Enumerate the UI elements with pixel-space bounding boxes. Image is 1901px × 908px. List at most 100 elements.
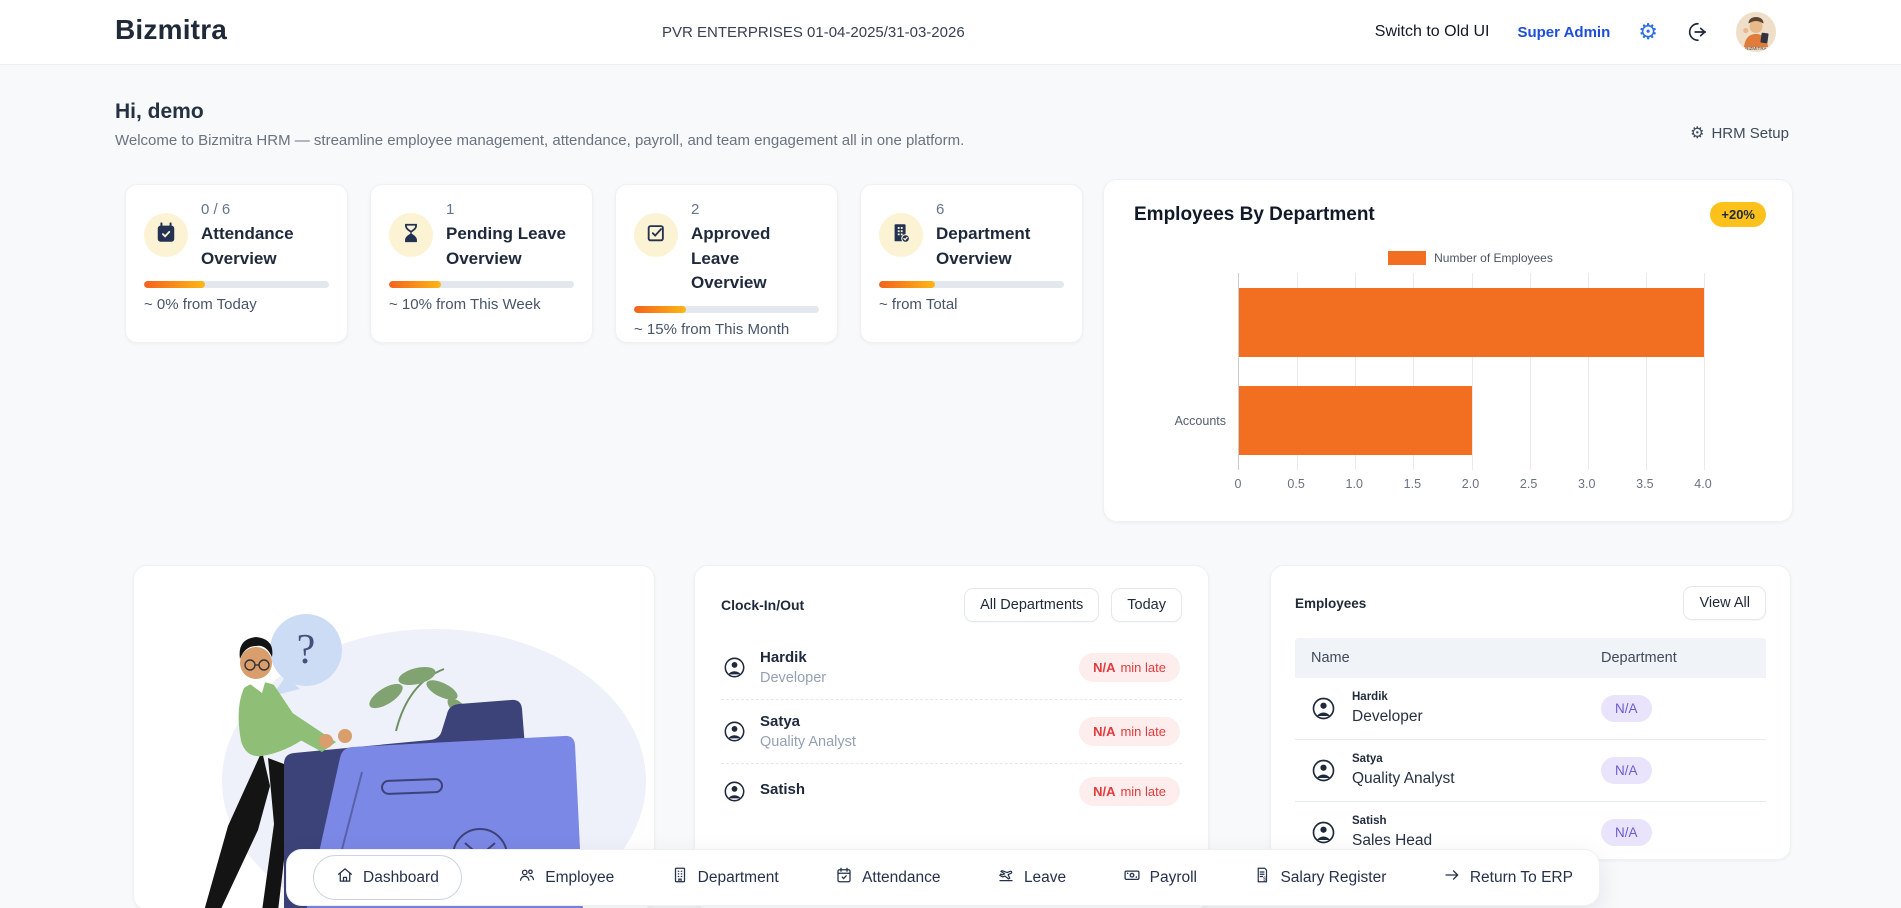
column-header-department: Department	[1601, 650, 1677, 666]
table-row[interactable]: Hardik Developer N/A	[1295, 678, 1766, 740]
department-overview-card[interactable]: 6 Department Overview ~ from Total	[860, 184, 1083, 343]
employee-role: Quality Analyst	[760, 734, 856, 750]
stat-footer: ~ 10% from This Week	[389, 296, 541, 314]
document-dollar-icon: $	[1253, 866, 1271, 889]
clock-entry[interactable]: Satish N/A min late	[721, 764, 1182, 819]
stat-title: Approved Leave Overview	[691, 224, 771, 293]
gear-icon: ⚙	[1690, 124, 1705, 142]
nav-item-department[interactable]: Department	[671, 866, 779, 889]
nav-item-employee[interactable]: Employee	[518, 866, 614, 889]
company-period-label: PVR ENTERPRISES 01-04-2025/31-03-2026	[662, 24, 965, 41]
employee-name: Satish	[760, 781, 806, 798]
progress-track	[879, 281, 1064, 289]
department-badge: N/A	[1601, 819, 1652, 846]
person-icon	[723, 720, 746, 743]
department-badge: N/A	[1601, 695, 1652, 722]
stat-title: Attendance Overview	[201, 224, 294, 268]
page-greeting: Hi, demo	[115, 100, 204, 123]
avatar[interactable]: BIZMITRA	[1736, 12, 1776, 52]
nav-label: Leave	[1023, 868, 1067, 886]
legend-swatch	[1388, 251, 1427, 265]
home-icon	[336, 866, 354, 889]
hrm-setup-button[interactable]: ⚙ HRM Setup	[1690, 125, 1789, 142]
employees-card: Employees View All Name Department Hardi…	[1270, 565, 1791, 860]
column-header-name: Name	[1311, 650, 1350, 666]
table-row[interactable]: Satish Sales Head N/A	[1295, 802, 1766, 859]
person-icon	[1311, 696, 1336, 721]
bottom-navigation-bar: Dashboard Employee Department Attendance…	[286, 849, 1600, 906]
svg-text:BIZMITRA: BIZMITRA	[1745, 46, 1767, 51]
stat-value: 2	[691, 201, 700, 218]
calendar-check-icon	[835, 866, 853, 889]
nav-label: Dashboard	[363, 868, 439, 886]
plane-icon	[997, 866, 1015, 889]
settings-gear-icon[interactable]: ⚙	[1638, 19, 1658, 44]
nav-label: Salary Register	[1280, 868, 1387, 886]
nav-item-salary-register[interactable]: $ Salary Register	[1253, 866, 1386, 889]
stat-value: 1	[446, 201, 455, 218]
hourglass-icon	[400, 222, 422, 249]
employee-name: Satya	[760, 713, 801, 730]
stat-footer: ~ from Total	[879, 296, 958, 314]
app-header: Bizmitra PVR ENTERPRISES 01-04-2025/31-0…	[0, 0, 1901, 65]
clock-card-title: Clock-In/Out	[721, 597, 805, 613]
svg-text:$: $	[1263, 877, 1267, 883]
approved-leave-overview-card[interactable]: 2 Approved Leave Overview ~ 15% from Thi…	[615, 184, 838, 343]
nav-item-payroll[interactable]: Payroll	[1123, 866, 1197, 889]
legend-label: Number of Employees	[1434, 251, 1553, 265]
progress-track	[389, 281, 574, 289]
chart-legend: Number of Employees	[1238, 251, 1703, 265]
person-icon	[723, 656, 746, 679]
logout-icon[interactable]	[1686, 21, 1708, 43]
employee-role: Quality Analyst	[1352, 770, 1455, 787]
stat-footer: ~ 15% from This Month	[634, 320, 790, 338]
clipboard-check-icon	[645, 222, 667, 249]
person-icon	[723, 780, 746, 803]
employee-name: Satish	[1352, 815, 1387, 827]
view-all-button[interactable]: View All	[1683, 586, 1766, 620]
people-icon	[518, 866, 536, 889]
nav-label: Attendance	[862, 868, 941, 886]
today-filter-button[interactable]: Today	[1111, 588, 1182, 622]
arrow-right-icon	[1443, 866, 1461, 889]
stat-title: Department Overview	[936, 224, 1031, 268]
late-badge: N/A min late	[1079, 717, 1180, 746]
stat-value: 6	[936, 201, 945, 218]
employee-name: Satya	[1352, 753, 1383, 765]
chart-xaxis: 0 0.5 1.0 1.5 2.0 2.5 3.0 3.5 4.0	[1234, 477, 1712, 491]
nav-item-attendance[interactable]: Attendance	[835, 866, 941, 889]
banknote-icon	[1123, 866, 1141, 889]
progress-track	[144, 281, 329, 289]
building-check-icon	[890, 222, 912, 249]
user-role-label: Super Admin	[1517, 23, 1611, 41]
stat-footer: ~ 0% from Today	[144, 296, 257, 314]
building-icon	[671, 866, 689, 889]
table-header: Name Department	[1295, 638, 1766, 678]
chart-bar	[1239, 386, 1472, 456]
employee-role: Developer	[1352, 708, 1423, 725]
employees-by-department-chart-card: Employees By Department +20% Number of E…	[1103, 179, 1793, 522]
nav-item-leave[interactable]: Leave	[997, 866, 1066, 889]
employee-role: Developer	[760, 670, 827, 686]
chart-title: Employees By Department	[1134, 203, 1375, 225]
employee-name: Hardik	[760, 649, 807, 666]
nav-label: Employee	[545, 868, 615, 886]
table-row[interactable]: Satya Quality Analyst N/A	[1295, 740, 1766, 802]
page-subtitle: Welcome to Bizmitra HRM — streamline emp…	[115, 132, 965, 149]
pending-leave-overview-card[interactable]: 1 Pending Leave Overview ~ 10% from This…	[370, 184, 593, 343]
calendar-check-icon	[155, 221, 177, 249]
brand-logo: Bizmitra	[115, 14, 228, 45]
attendance-overview-card[interactable]: 0 / 6 Attendance Overview ~ 0% from Toda…	[125, 184, 348, 343]
nav-item-return-to-erp[interactable]: Return To ERP	[1443, 866, 1573, 889]
clock-entry[interactable]: Satya Quality Analyst N/A min late	[721, 700, 1182, 764]
all-departments-filter-button[interactable]: All Departments	[964, 588, 1100, 622]
switch-to-old-ui-link[interactable]: Switch to Old UI	[1374, 23, 1490, 40]
stat-title: Pending Leave Overview	[446, 224, 566, 268]
chart-ylabels: Accounts	[1174, 413, 1226, 428]
clock-entry[interactable]: Hardik Developer N/A min late	[721, 636, 1182, 700]
nav-item-dashboard[interactable]: Dashboard	[313, 855, 462, 900]
growth-badge: +20%	[1710, 202, 1766, 227]
hrm-setup-label: HRM Setup	[1711, 125, 1789, 142]
person-icon	[1311, 820, 1336, 845]
nav-label: Department	[697, 868, 779, 886]
